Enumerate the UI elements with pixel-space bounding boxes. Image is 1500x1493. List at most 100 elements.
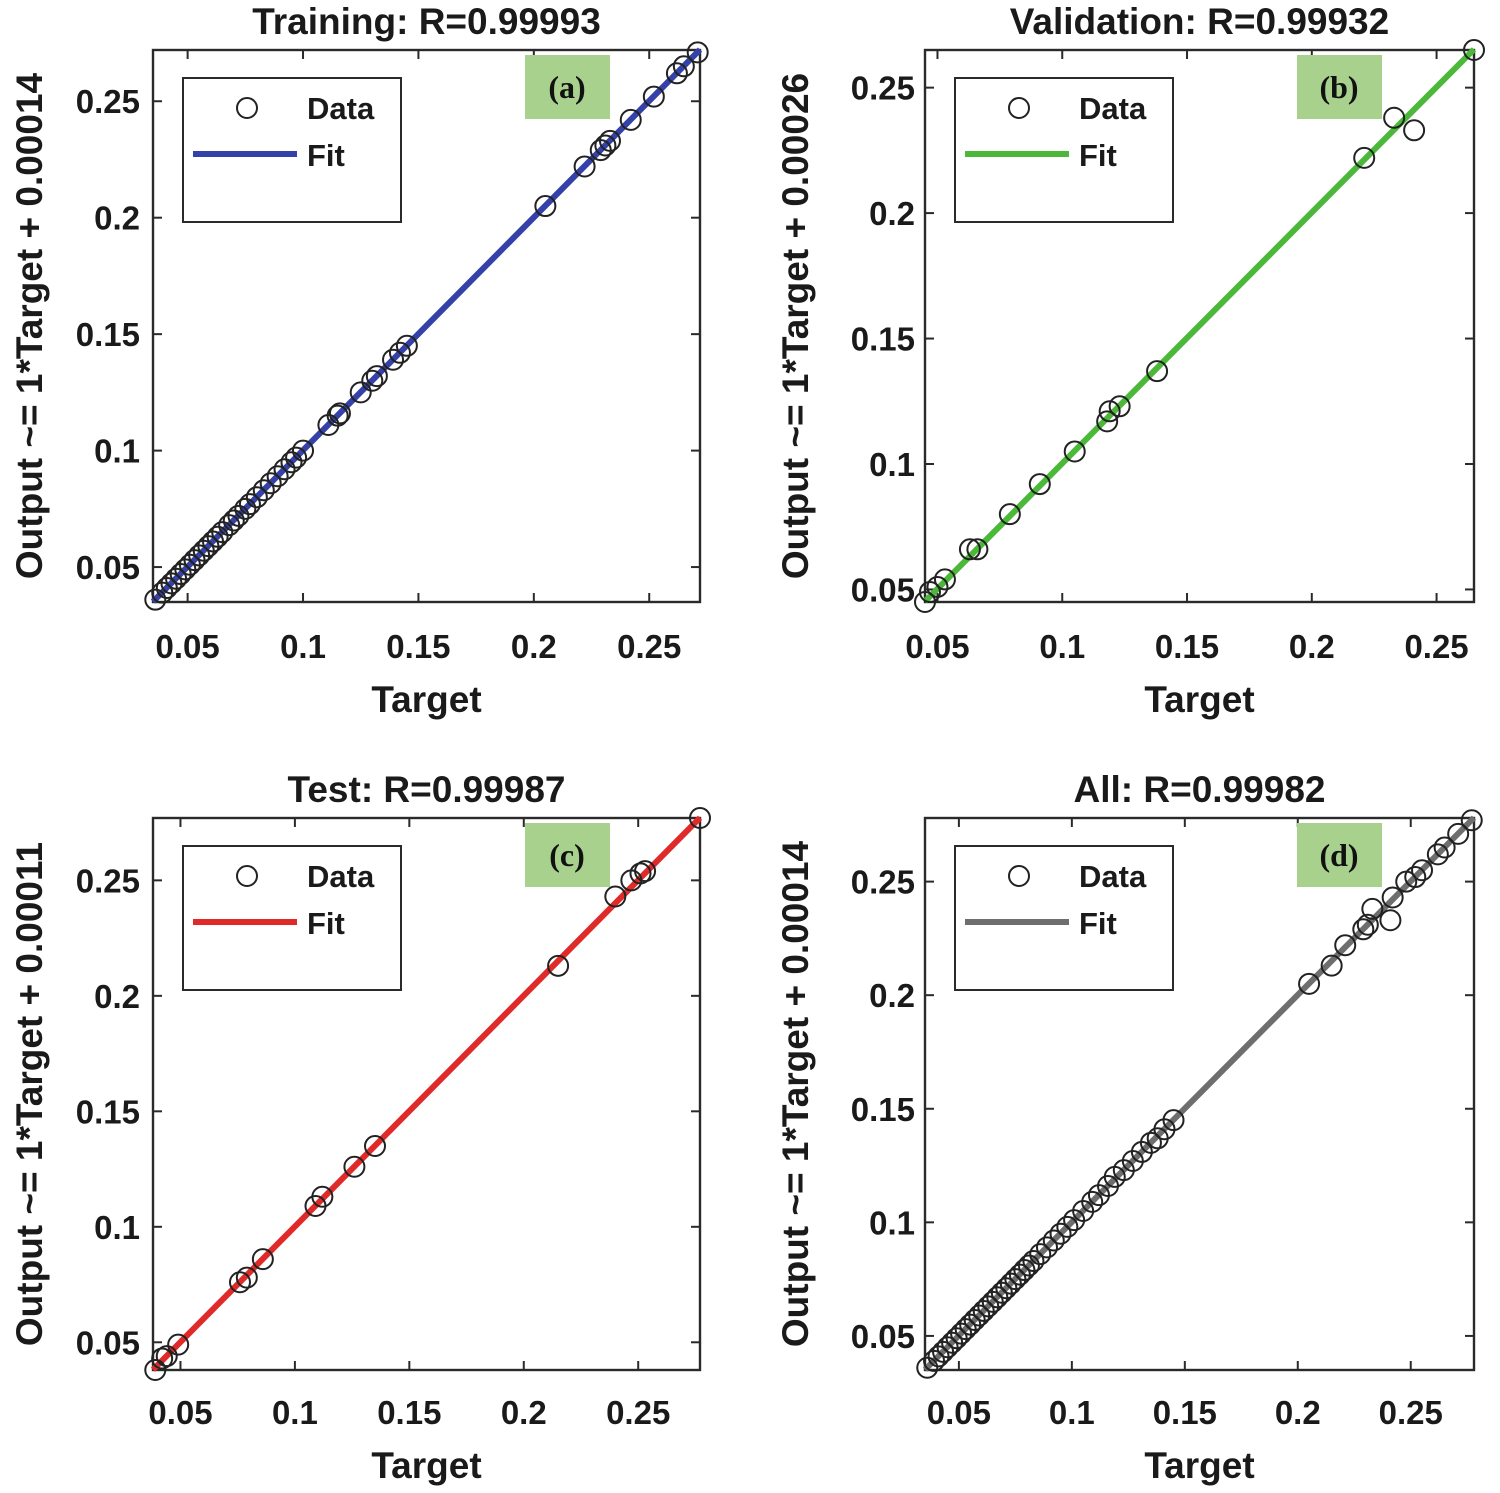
x-tick-label: 0.15 [1155,628,1219,665]
legend-fit-label: Fit [307,138,345,173]
x-tick-label: 0.05 [148,1394,212,1431]
data-point [1334,934,1357,957]
x-tick-label: 0.15 [386,628,450,665]
data-point [686,41,709,64]
data-point [1463,39,1485,61]
legend-box [182,77,402,223]
data-point [1029,1243,1052,1266]
x-tick-label: 0.1 [1049,1394,1095,1431]
data-point [206,525,229,548]
chart-panel-2: Validation: R=0.99932 0.05 0.1 0.15 0.2 0.25 0… [775,1,1485,720]
data-point [349,381,372,404]
legend-data-label: Data [307,91,375,126]
data-point [1098,400,1121,423]
y-tick-label: 0.2 [869,195,915,232]
x-axis-label: Target [1144,1445,1254,1486]
data-point [151,1347,174,1370]
data-point [1433,836,1456,859]
data-point [211,521,234,544]
data-point [259,472,282,495]
panel-tag-box [1297,823,1382,887]
data-point [252,479,275,502]
plot-area [923,48,1476,604]
data-point [1028,473,1051,496]
y-tick-label: 0.05 [851,1318,915,1355]
data-point [1298,972,1321,995]
fit-line [150,47,703,604]
panel-tag-label: (a) [548,69,585,105]
data-point [285,446,308,469]
data-point [326,404,349,427]
data-point [1411,859,1434,882]
legend-fit-label: Fit [1079,138,1117,173]
data-point [547,954,570,977]
data-point [1404,866,1427,889]
x-tick-label: 0.15 [377,1394,441,1431]
legend-data-label: Data [307,859,375,894]
legend-box [954,845,1174,991]
chart-panel-1: Training: R=0.99993 0.05 0.1 0.15 0.2 0.25 0.0… [9,1,709,720]
data-point [144,1359,167,1381]
data-point [1022,1249,1045,1272]
data-point [1139,1131,1162,1154]
y-tick-label: 0.25 [851,864,915,901]
data-point [629,862,652,885]
data-point [914,591,936,613]
data-point [1320,954,1343,977]
data-point [251,1248,274,1271]
y-tick-label: 0.15 [851,1091,915,1128]
data-point [144,588,167,611]
y-tick-label: 0.2 [869,977,915,1014]
x-tick-label: 0.25 [617,628,681,665]
y-tick-label: 0.2 [94,200,140,237]
data-point [222,509,245,532]
x-axis-label: Target [371,679,481,720]
data-point [1352,918,1375,941]
legend-data-marker [236,865,258,887]
legend-data-marker [1008,865,1030,887]
data-point [1146,360,1169,383]
data-point [1049,1222,1072,1245]
y-tick-label: 0.15 [76,1093,140,1130]
x-tick-label: 0.2 [501,1394,547,1431]
data-point [155,1345,178,1368]
y-tick-label: 0.05 [76,549,140,586]
x-tick-label: 0.25 [1379,1394,1443,1431]
data-point [642,85,665,108]
data-point [665,62,688,85]
data-point [926,575,949,598]
y-tick-label: 0.15 [76,316,140,353]
x-tick-label: 0.05 [156,628,220,665]
legend-box [954,77,1174,223]
data-point [228,1271,251,1294]
data-point [273,458,296,481]
chart-title: All: R=0.99982 [1074,769,1326,810]
x-tick-label: 0.1 [280,628,326,665]
data-point [1447,822,1470,845]
y-tick-label: 0.05 [851,571,915,608]
plot-area [151,48,702,604]
y-axis-label: Output ~= 1*Target + 0.00026 [775,73,816,579]
data-point [619,108,642,131]
legend-data-marker [1008,97,1030,119]
y-axis-label: Output ~= 1*Target + 0.00014 [9,72,50,579]
data-point [1460,809,1483,832]
data-point [1379,909,1402,932]
plot-area [151,816,702,1372]
y-axis-label: Output ~= 1*Target + 0.00014 [775,840,816,1347]
data-point [1403,119,1426,142]
plot-area [923,816,1476,1372]
data-point [1162,1109,1185,1132]
data-point [534,195,557,218]
data-point [245,486,268,509]
chart-title: Validation: R=0.99932 [1010,1,1389,42]
data-point [916,1356,939,1379]
y-tick-label: 0.05 [76,1324,140,1361]
legend-box [182,845,402,991]
x-tick-label: 0.25 [606,1394,670,1431]
data-point [382,348,405,371]
data-point [280,451,303,474]
data-point [1063,440,1086,463]
x-tick-label: 0.05 [927,1394,991,1431]
